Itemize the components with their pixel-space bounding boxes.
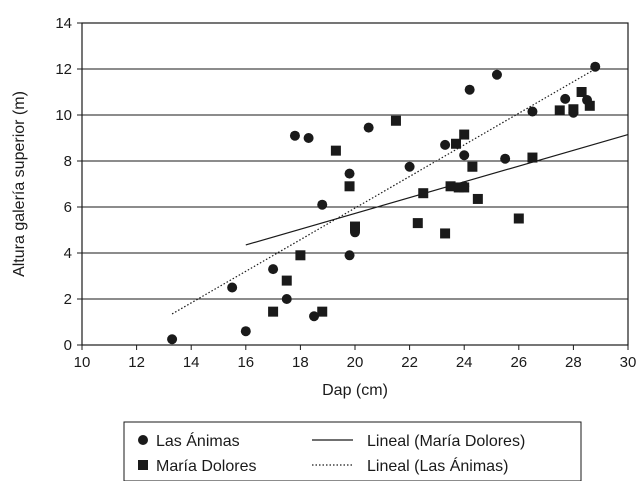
- legend-label-lineal-maria-dolores: Lineal (María Dolores): [367, 433, 525, 450]
- point-maria-dolores: [568, 104, 579, 115]
- point-maria-dolores: [584, 100, 595, 111]
- x-tick-label: 16: [237, 354, 254, 371]
- point-las-animas: [363, 122, 374, 133]
- point-las-animas: [281, 294, 292, 304]
- point-maria-dolores: [472, 193, 483, 204]
- x-tick-label: 26: [510, 354, 527, 371]
- legend-label-lineal-las-animas: Lineal (Las Ánimas): [367, 456, 508, 475]
- y-axis-title: Altura galería superior (m): [11, 91, 28, 277]
- trendline-lineal-maria-dolores: [245, 133, 629, 246]
- x-tick-label: 14: [183, 354, 200, 371]
- point-maria-dolores: [527, 152, 538, 163]
- y-tick-label: 12: [55, 61, 72, 78]
- point-las-animas: [500, 153, 511, 164]
- point-maria-dolores: [418, 188, 429, 199]
- point-maria-dolores: [440, 228, 451, 239]
- point-las-animas: [527, 106, 538, 117]
- y-tick-label: 4: [64, 245, 72, 262]
- y-tick-label: 0: [64, 337, 72, 354]
- point-maria-dolores: [554, 105, 565, 116]
- point-maria-dolores: [513, 213, 524, 224]
- x-tick-label: 28: [565, 354, 582, 371]
- point-las-animas: [464, 84, 475, 95]
- point-las-animas: [344, 250, 355, 261]
- legend-marker-maria-dolores: [138, 460, 148, 470]
- point-las-animas: [459, 150, 470, 161]
- legend: Las Ánimas Lineal (María Dolores) María …: [123, 421, 582, 481]
- x-tick-label: 30: [620, 354, 637, 371]
- gridlines: [82, 22, 628, 346]
- x-tick-label: 18: [292, 354, 309, 371]
- point-maria-dolores: [350, 221, 360, 232]
- point-las-animas: [560, 93, 571, 104]
- point-maria-dolores: [412, 218, 423, 229]
- point-las-animas: [344, 168, 355, 179]
- point-maria-dolores: [576, 87, 587, 97]
- point-maria-dolores: [451, 138, 462, 149]
- point-las-animas: [268, 264, 279, 275]
- x-tick-label: 22: [401, 354, 418, 371]
- legend-box: [123, 421, 582, 481]
- point-maria-dolores: [459, 129, 470, 140]
- y-tick-label: 14: [55, 15, 72, 32]
- legend-label-las-animas: Las Ánimas: [156, 431, 240, 450]
- point-las-animas: [309, 311, 320, 322]
- point-las-animas: [227, 282, 238, 293]
- x-tick-label: 20: [347, 354, 364, 371]
- point-maria-dolores: [344, 181, 355, 192]
- y-tick-label: 10: [55, 107, 72, 124]
- point-las-animas: [440, 139, 451, 150]
- point-maria-dolores: [330, 145, 341, 156]
- point-maria-dolores: [459, 182, 470, 193]
- point-las-animas: [404, 161, 415, 172]
- y-tick-label: 6: [64, 199, 72, 216]
- point-las-animas: [167, 334, 178, 345]
- point-maria-dolores: [467, 161, 478, 172]
- point-las-animas: [240, 326, 251, 337]
- point-las-animas: [317, 199, 328, 210]
- x-tick-label: 10: [74, 354, 91, 371]
- y-tick-label: 2: [64, 291, 72, 308]
- point-las-animas: [491, 69, 502, 80]
- data-points: [167, 61, 601, 345]
- legend-marker-las-animas: [138, 435, 148, 445]
- point-maria-dolores: [281, 275, 292, 286]
- point-maria-dolores: [445, 181, 456, 192]
- point-maria-dolores: [453, 182, 464, 193]
- point-maria-dolores: [317, 306, 328, 317]
- legend-label-maria-dolores: María Dolores: [156, 458, 256, 475]
- plot-area-frame: [81, 22, 629, 346]
- point-maria-dolores: [390, 115, 401, 126]
- point-maria-dolores: [268, 306, 279, 317]
- y-tick-label: 8: [64, 153, 72, 170]
- trendline-lineal-las-animas: [171, 68, 596, 315]
- point-maria-dolores: [295, 250, 306, 261]
- point-las-animas: [590, 61, 601, 72]
- x-axis-title: Dap (cm): [322, 382, 388, 399]
- x-tick-label: 12: [128, 354, 145, 371]
- point-las-animas: [289, 130, 300, 141]
- x-tick-label: 24: [456, 354, 473, 371]
- trendlines: [171, 68, 629, 315]
- point-las-animas: [303, 133, 314, 143]
